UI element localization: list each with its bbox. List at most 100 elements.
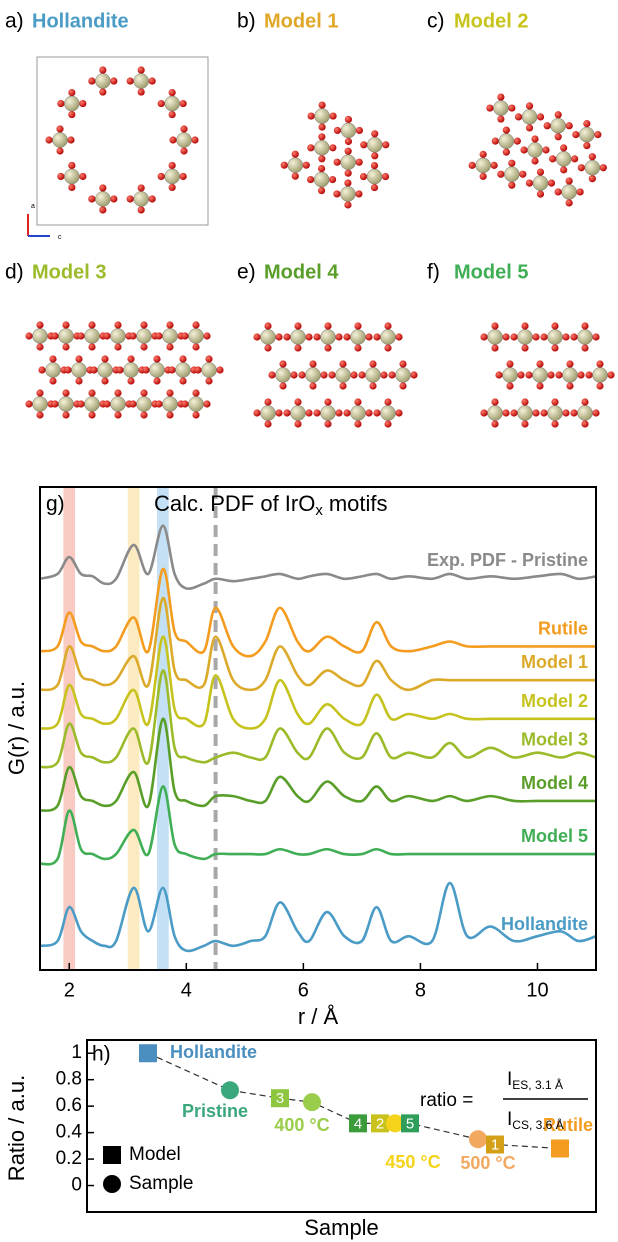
formula-subscript: CS, 3.6 Å <box>512 1117 563 1132</box>
model-marker <box>139 1044 157 1062</box>
oxygen <box>536 360 543 367</box>
oxygen <box>309 360 316 367</box>
iridium <box>367 169 382 184</box>
oxygen <box>344 201 351 208</box>
oxygen <box>264 398 271 405</box>
oxygen <box>537 190 544 197</box>
iridium <box>533 176 548 191</box>
y-tick-label: 0.6 <box>56 1095 82 1116</box>
oxygen <box>290 371 297 378</box>
oxygen <box>384 398 391 405</box>
oxygen <box>192 411 199 418</box>
oxygen <box>491 420 498 427</box>
iridium <box>33 329 48 344</box>
oxygen <box>365 409 372 416</box>
iridium <box>488 330 503 345</box>
oxygen <box>596 360 603 367</box>
oxygen <box>294 420 301 427</box>
oxygen <box>566 122 573 129</box>
panel-tag: b) <box>237 10 256 33</box>
oxygen <box>64 366 71 373</box>
point-label: 400 °C <box>274 1115 329 1135</box>
oxygen <box>77 332 84 339</box>
structure-name: Model 5 <box>454 261 528 283</box>
iridium <box>72 363 87 378</box>
oxygen <box>491 398 498 405</box>
iridium <box>336 368 351 383</box>
point-label: 500 °C <box>460 1153 515 1173</box>
pdf-curve <box>40 719 596 811</box>
formula-subscript: ES, 3.1 Å <box>512 1077 563 1092</box>
oxygen <box>180 125 187 132</box>
oxygen <box>114 411 121 418</box>
oxygen <box>49 355 56 362</box>
x-tick-label: 8 <box>415 979 426 1001</box>
oxygen <box>491 344 498 351</box>
oxygen <box>307 176 314 183</box>
oxygen <box>216 366 223 373</box>
oxygen <box>305 333 312 340</box>
iridium <box>563 368 578 383</box>
oxygen <box>181 400 188 407</box>
oxygen <box>345 138 352 145</box>
oxygen <box>369 360 376 367</box>
iridium <box>493 101 508 116</box>
oxygen <box>318 187 325 194</box>
iridium <box>396 368 411 383</box>
iridium <box>551 118 566 133</box>
iridium <box>321 406 336 421</box>
oxygen <box>99 184 106 191</box>
oxygen <box>88 321 95 328</box>
model-marker <box>551 1139 569 1157</box>
iridium <box>202 363 217 378</box>
oxygen <box>110 77 117 84</box>
formula-lhs: ratio = <box>420 1090 473 1111</box>
oxygen <box>382 141 389 148</box>
oxygen <box>555 371 562 378</box>
oxygen <box>99 66 106 73</box>
iridium <box>314 172 329 187</box>
iridium <box>276 368 291 383</box>
oxygen <box>525 371 532 378</box>
structure-name: Model 3 <box>32 261 106 283</box>
oxygen <box>531 157 538 164</box>
oxygen <box>399 360 406 367</box>
point-number: 3 <box>276 1090 284 1107</box>
oxygen <box>51 400 58 407</box>
oxygen <box>410 371 417 378</box>
oxygen <box>510 409 517 416</box>
iridium <box>46 363 61 378</box>
oxygen <box>343 409 350 416</box>
oxygen <box>68 89 75 96</box>
oxygen <box>589 153 596 160</box>
oxygen <box>354 322 361 329</box>
oxygen <box>298 371 305 378</box>
oxygen <box>547 371 554 378</box>
iridium <box>306 368 321 383</box>
oxygen <box>334 159 341 166</box>
oxygen <box>566 177 573 184</box>
oxygen <box>90 366 97 373</box>
oxygen <box>181 332 188 339</box>
oxygen <box>566 382 573 389</box>
iridium <box>522 109 537 124</box>
oxygen <box>491 162 498 169</box>
point-label: 450 °C <box>385 1152 440 1172</box>
iridium <box>367 137 382 152</box>
oxygen <box>318 155 325 162</box>
oxygen <box>373 333 380 340</box>
iridium <box>176 363 191 378</box>
oxygen <box>79 100 86 107</box>
iridium <box>503 368 518 383</box>
oxygen <box>562 409 569 416</box>
oxygen <box>264 420 271 427</box>
oxygen <box>67 136 74 143</box>
oxygen <box>506 360 513 367</box>
oxygen <box>515 113 522 120</box>
oxygen <box>140 389 147 396</box>
oxygen <box>75 355 82 362</box>
oxygen <box>360 173 367 180</box>
point-number: 4 <box>354 1115 362 1132</box>
panel-tag: f) <box>427 261 440 284</box>
oxygen <box>469 162 476 169</box>
